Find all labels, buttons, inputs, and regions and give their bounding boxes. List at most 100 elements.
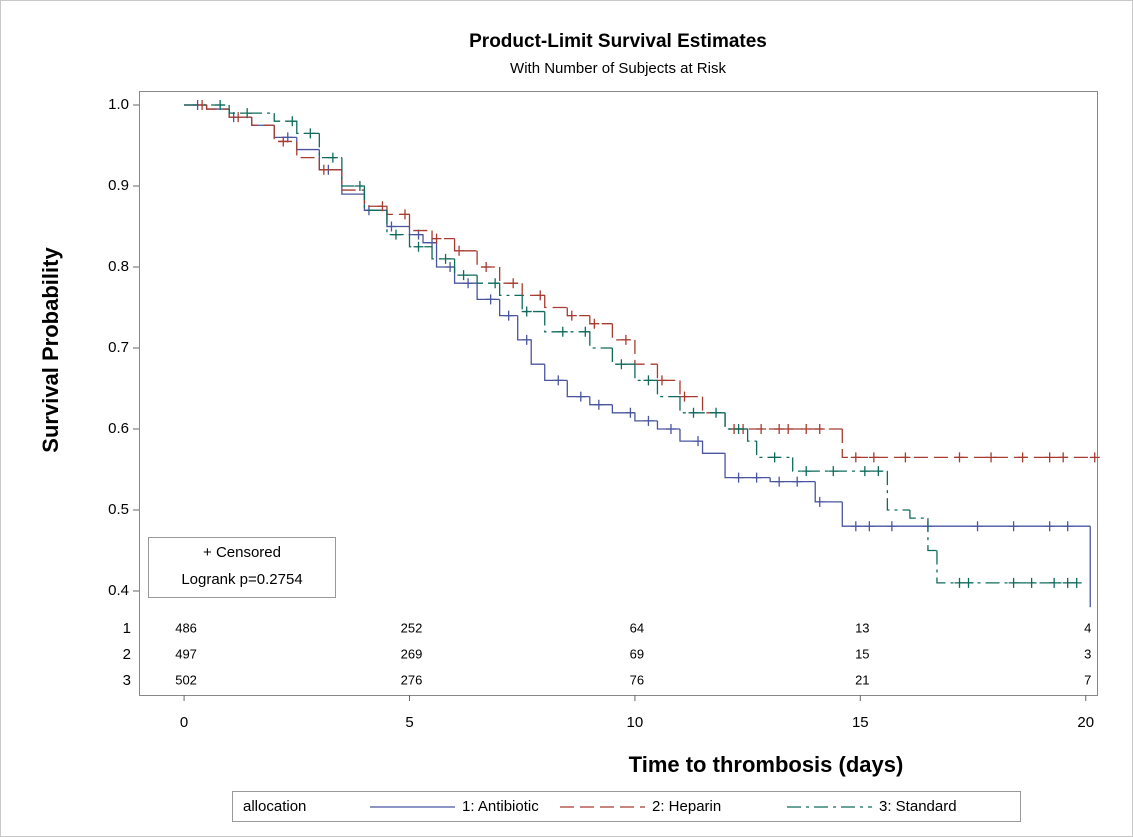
censor-mark <box>828 466 839 477</box>
risk-count: 13 <box>855 620 869 635</box>
x-tick-label: 5 <box>405 714 413 731</box>
survival-step <box>341 157 365 187</box>
risk-count: 7 <box>1084 672 1091 687</box>
censor-mark <box>733 424 744 434</box>
censor-mark <box>814 496 825 507</box>
censor-mark <box>327 152 338 163</box>
censor-mark <box>431 233 442 244</box>
x-tick-label: 20 <box>1077 714 1094 731</box>
censor-mark <box>643 375 654 386</box>
plot-frame <box>139 91 1098 696</box>
censor-mark <box>377 201 388 212</box>
censor-mark <box>278 136 289 147</box>
survival-step <box>476 250 500 268</box>
censor-mark <box>557 326 568 337</box>
censor-mark <box>445 262 456 272</box>
censor-mark <box>792 476 803 487</box>
censor-mark <box>774 476 785 487</box>
censor-mark <box>616 359 627 370</box>
survival-step <box>927 518 937 552</box>
censor-mark <box>305 128 316 139</box>
censor-mark <box>427 237 438 248</box>
censor-mark <box>620 334 631 345</box>
censor-mark <box>463 278 474 289</box>
censor-mark <box>458 270 469 281</box>
censor-mark <box>656 375 667 386</box>
survival-step <box>679 380 703 398</box>
survival-step <box>386 210 410 236</box>
survival-step <box>544 311 590 333</box>
censor-mark <box>801 424 812 434</box>
censor-mark <box>850 521 861 532</box>
censor-mark <box>521 334 532 345</box>
risk-count: 497 <box>175 646 197 661</box>
censor-mark <box>1017 452 1028 463</box>
censor-mark <box>693 436 704 447</box>
censor-mark <box>859 466 870 477</box>
censor-mark <box>490 278 501 289</box>
survival-step <box>746 429 757 442</box>
survival-step <box>476 275 500 284</box>
risk-row-label: 3 <box>123 672 131 689</box>
y-axis-title: Survival Probability <box>38 247 63 453</box>
censor-mark <box>868 452 879 463</box>
risk-count: 4 <box>1084 620 1091 635</box>
survival-step <box>936 550 1077 584</box>
risk-count: 252 <box>401 620 423 635</box>
survival-step <box>251 117 275 126</box>
censor-mark <box>1008 521 1019 532</box>
survival-step <box>408 214 433 232</box>
y-tick-label: 1.0 <box>108 96 129 113</box>
logrank-note: Logrank p=0.2754 <box>181 571 302 588</box>
y-tick-label: 0.6 <box>108 420 129 437</box>
censor-mark <box>814 424 825 434</box>
censor-mark <box>282 132 293 143</box>
survival-step <box>408 234 433 248</box>
survival-step <box>656 364 680 382</box>
censor-mark <box>1044 521 1055 532</box>
censor-mark <box>1044 452 1055 463</box>
censor-mark <box>566 310 577 321</box>
chart-subtitle: With Number of Subjects at Risk <box>510 60 726 77</box>
survival-step <box>341 169 365 191</box>
censor-mark <box>625 407 636 418</box>
inset-box <box>148 537 336 598</box>
censor-mark <box>1008 577 1019 588</box>
survival-step <box>611 348 635 365</box>
censor-mark <box>485 294 496 305</box>
censor-mark <box>589 318 600 329</box>
legend-title: allocation <box>243 798 306 815</box>
censor-mark <box>1026 577 1037 588</box>
risk-count: 3 <box>1084 646 1091 661</box>
legend-label: 3: Standard <box>879 798 957 815</box>
risk-count: 15 <box>855 646 869 661</box>
x-axis-title: Time to thrombosis (days) <box>629 752 904 777</box>
censor-mark <box>679 391 690 402</box>
censor-mark <box>575 391 586 402</box>
censor-mark <box>233 112 244 123</box>
survival-step <box>499 283 523 296</box>
censor-mark <box>1089 452 1100 463</box>
y-tick-label: 0.5 <box>108 501 129 518</box>
censor-mark <box>886 521 897 532</box>
censor-mark <box>1062 577 1073 588</box>
censor-mark <box>354 181 365 191</box>
survival-step <box>841 501 1091 527</box>
censor-mark <box>711 407 722 418</box>
chart-title: Product-Limit Survival Estimates <box>469 31 767 52</box>
censor-mark <box>508 278 519 289</box>
risk-count: 21 <box>855 672 869 687</box>
risk-count: 76 <box>630 672 644 687</box>
survival-step <box>792 457 888 472</box>
y-tick-label: 0.8 <box>108 258 129 275</box>
survival-step <box>701 441 726 454</box>
censor-mark <box>783 424 794 434</box>
survival-step <box>589 396 613 406</box>
survival-step <box>679 396 726 414</box>
censor-mark <box>481 262 492 272</box>
censor-mark <box>954 577 965 588</box>
survival-step <box>363 186 387 211</box>
survival-step <box>909 510 928 519</box>
survival-step <box>530 339 545 365</box>
